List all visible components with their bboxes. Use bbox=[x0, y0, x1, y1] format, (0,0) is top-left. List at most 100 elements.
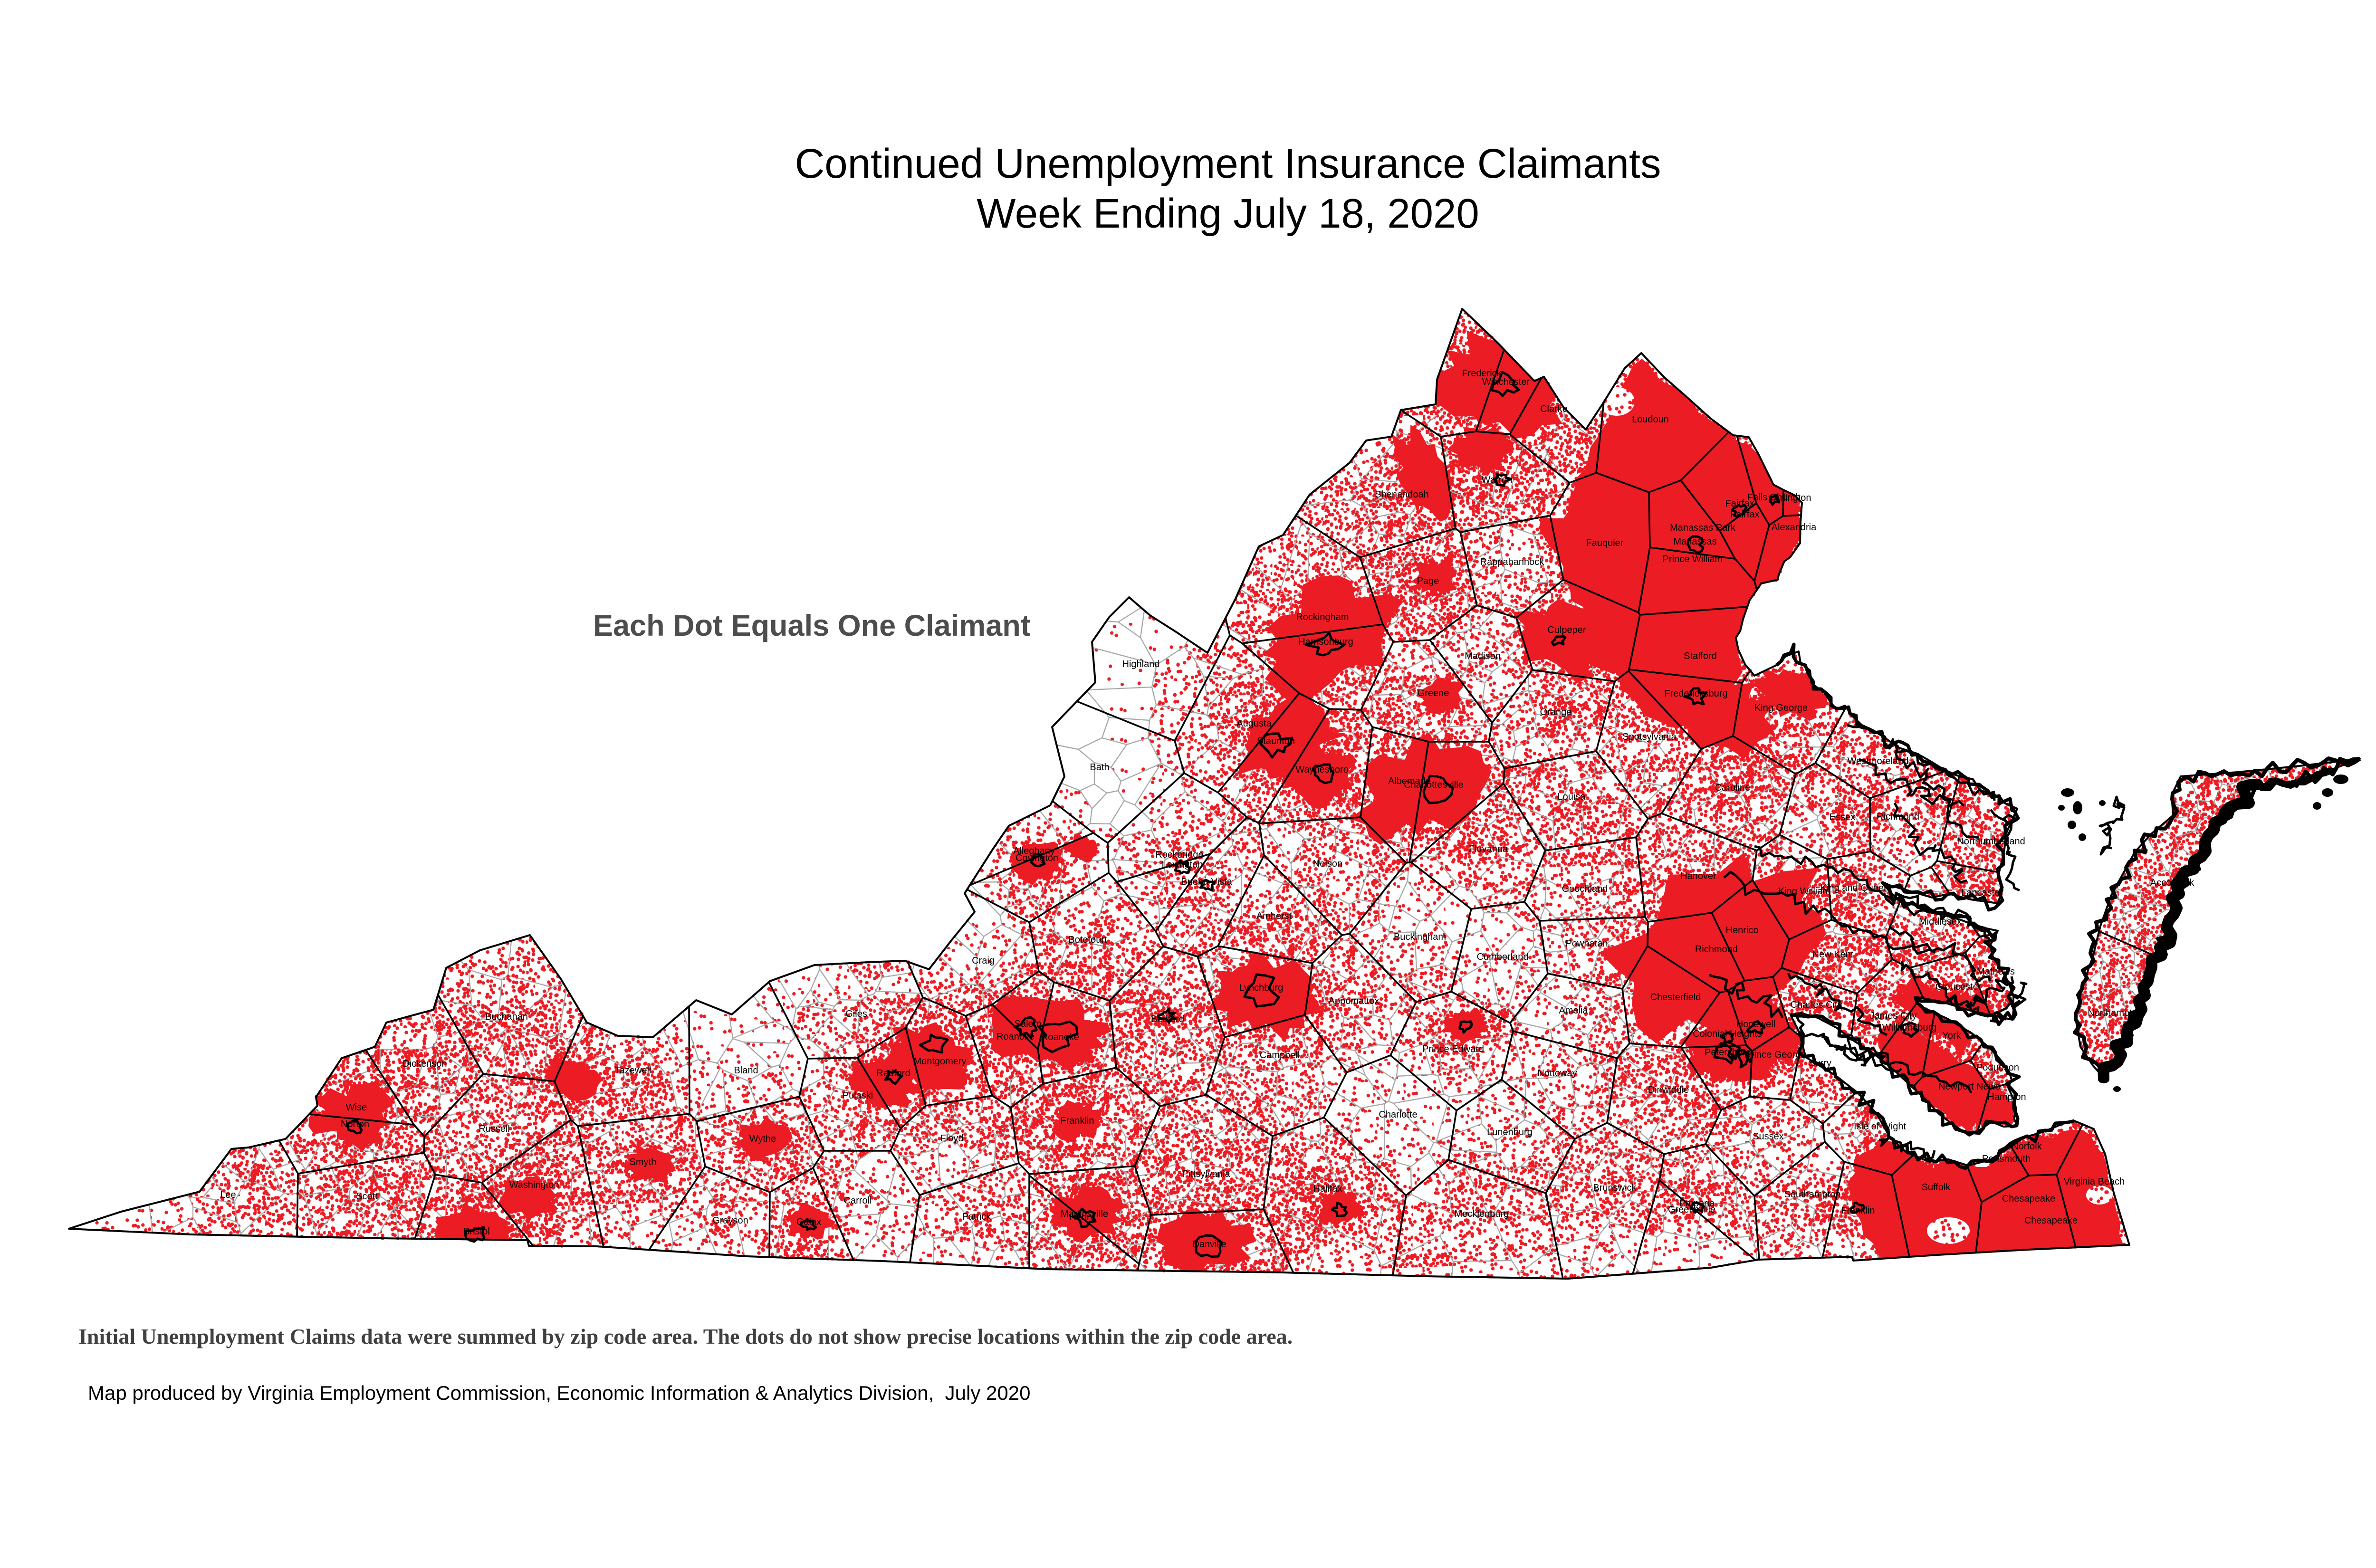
svg-text:Campbell: Campbell bbox=[1260, 1050, 1300, 1061]
svg-text:Halifax: Halifax bbox=[1313, 1184, 1342, 1194]
svg-text:Pittsylvania: Pittsylvania bbox=[1182, 1169, 1230, 1179]
svg-text:Loudoun: Loudoun bbox=[1632, 414, 1669, 425]
svg-text:Roanoke: Roanoke bbox=[996, 1032, 1035, 1042]
svg-text:Page: Page bbox=[1417, 576, 1439, 586]
svg-text:Hanover: Hanover bbox=[1680, 871, 1716, 881]
svg-text:Bristol: Bristol bbox=[463, 1226, 490, 1237]
svg-text:Wythe: Wythe bbox=[749, 1134, 776, 1144]
svg-text:Chesterfield: Chesterfield bbox=[1650, 992, 1701, 1003]
svg-text:Alleghany: Alleghany bbox=[1013, 846, 1055, 856]
svg-text:Fluvanna: Fluvanna bbox=[1469, 844, 1508, 854]
svg-text:Alexandria: Alexandria bbox=[1772, 522, 1817, 533]
svg-text:Augusta: Augusta bbox=[1236, 718, 1272, 729]
svg-text:Prince George: Prince George bbox=[1745, 1050, 1806, 1060]
svg-text:Clarke: Clarke bbox=[1540, 404, 1568, 414]
svg-text:Radford: Radford bbox=[876, 1068, 910, 1079]
svg-text:Tazewell: Tazewell bbox=[615, 1065, 651, 1076]
svg-text:Norfolk: Norfolk bbox=[2012, 1141, 2042, 1152]
svg-text:Fairfax: Fairfax bbox=[1730, 509, 1759, 520]
svg-text:Virginia Beach: Virginia Beach bbox=[2064, 1176, 2125, 1187]
svg-text:Dickenson: Dickenson bbox=[402, 1059, 447, 1069]
svg-text:Spotsylvania: Spotsylvania bbox=[1622, 732, 1677, 742]
svg-text:Harrisonburg: Harrisonburg bbox=[1298, 637, 1353, 647]
svg-text:Warren: Warren bbox=[1482, 475, 1513, 485]
svg-text:Greensville: Greensville bbox=[1668, 1205, 1715, 1215]
svg-text:Charlottesville: Charlottesville bbox=[1404, 780, 1464, 790]
svg-text:Greene: Greene bbox=[1418, 688, 1449, 698]
svg-text:Rappahannock: Rappahannock bbox=[1480, 557, 1545, 567]
svg-text:Bedford: Bedford bbox=[1151, 1014, 1184, 1024]
svg-text:Roanoke: Roanoke bbox=[1041, 1032, 1079, 1042]
svg-text:Waynesboro: Waynesboro bbox=[1295, 765, 1349, 775]
svg-text:King William: King William bbox=[1778, 886, 1830, 897]
svg-text:Winchester: Winchester bbox=[1482, 377, 1530, 387]
svg-text:Montgomery: Montgomery bbox=[913, 1056, 966, 1067]
svg-text:Essex: Essex bbox=[1830, 812, 1855, 822]
svg-text:Hampton: Hampton bbox=[1987, 1092, 2026, 1102]
svg-text:Chesapeake: Chesapeake bbox=[2024, 1215, 2078, 1226]
svg-text:Martinsville: Martinsville bbox=[1061, 1209, 1108, 1219]
svg-text:Arlington: Arlington bbox=[1774, 493, 1811, 503]
svg-text:Albemarle: Albemarle bbox=[1388, 776, 1431, 786]
svg-text:Appomattox: Appomattox bbox=[1329, 996, 1380, 1006]
svg-text:Fredericksburg: Fredericksburg bbox=[1664, 688, 1727, 699]
svg-text:Northampton: Northampton bbox=[2088, 1008, 2143, 1018]
svg-text:Amherst: Amherst bbox=[1256, 911, 1292, 921]
svg-text:Westmoreland: Westmoreland bbox=[1848, 756, 1909, 766]
svg-text:Powhatan: Powhatan bbox=[1566, 938, 1608, 949]
svg-text:Fairfax: Fairfax bbox=[1725, 498, 1754, 509]
svg-text:King and Queen: King and Queen bbox=[1820, 883, 1889, 893]
svg-text:Colonial Heights: Colonial Heights bbox=[1693, 1029, 1762, 1039]
svg-text:Suffolk: Suffolk bbox=[1922, 1182, 1951, 1193]
svg-text:Stafford: Stafford bbox=[1684, 651, 1717, 661]
svg-text:Highland: Highland bbox=[1122, 659, 1160, 669]
svg-text:Sussex: Sussex bbox=[1753, 1131, 1784, 1142]
svg-text:Amelia: Amelia bbox=[1559, 1005, 1588, 1016]
svg-text:New Kent: New Kent bbox=[1812, 949, 1854, 960]
svg-text:Russell: Russell bbox=[479, 1124, 510, 1134]
svg-text:James City: James City bbox=[1870, 1011, 1917, 1021]
svg-text:Salem: Salem bbox=[1015, 1019, 1042, 1029]
svg-text:King George: King George bbox=[1754, 703, 1808, 713]
svg-text:York: York bbox=[1942, 1031, 1961, 1041]
svg-text:Buckingham: Buckingham bbox=[1394, 932, 1446, 942]
svg-text:Charles City: Charles City bbox=[1791, 1000, 1842, 1010]
svg-text:Portsmouth: Portsmouth bbox=[1982, 1154, 2031, 1164]
svg-text:Falls Church: Falls Church bbox=[1747, 492, 1801, 503]
svg-text:Richmond: Richmond bbox=[1877, 812, 1919, 822]
svg-text:Cumberland: Cumberland bbox=[1477, 952, 1529, 962]
svg-text:Floyd: Floyd bbox=[940, 1133, 964, 1144]
svg-text:Washington: Washington bbox=[509, 1180, 559, 1190]
svg-text:Lunenburg: Lunenburg bbox=[1487, 1127, 1533, 1138]
svg-text:Prince Edward: Prince Edward bbox=[1422, 1044, 1484, 1054]
svg-text:Middlesex: Middlesex bbox=[1919, 917, 1962, 927]
svg-text:Nelson: Nelson bbox=[1313, 859, 1342, 869]
svg-text:Botetourt: Botetourt bbox=[1068, 935, 1107, 945]
svg-text:Lexington: Lexington bbox=[1162, 860, 1203, 870]
svg-text:Buena Vista: Buena Vista bbox=[1181, 877, 1232, 887]
svg-text:Chesapeake: Chesapeake bbox=[2002, 1194, 2055, 1204]
svg-text:Mathews: Mathews bbox=[1977, 966, 2015, 977]
svg-text:Grayson: Grayson bbox=[712, 1215, 748, 1226]
svg-text:Brunswick: Brunswick bbox=[1593, 1183, 1637, 1193]
svg-text:Pulaski: Pulaski bbox=[843, 1090, 873, 1101]
svg-text:Orange: Orange bbox=[1540, 707, 1572, 717]
svg-text:Covington: Covington bbox=[1016, 853, 1058, 863]
svg-text:Goochland: Goochland bbox=[1562, 884, 1608, 894]
svg-text:Dinwiddie: Dinwiddie bbox=[1648, 1085, 1689, 1095]
svg-text:Galax: Galax bbox=[796, 1217, 821, 1227]
svg-text:Prince William: Prince William bbox=[1663, 554, 1723, 564]
svg-text:Danville: Danville bbox=[1192, 1239, 1226, 1250]
svg-text:Norton: Norton bbox=[341, 1119, 369, 1129]
svg-text:Newport News: Newport News bbox=[1938, 1081, 2000, 1092]
svg-text:Northumberland: Northumberland bbox=[1957, 836, 2025, 847]
svg-text:Caroline: Caroline bbox=[1715, 783, 1750, 793]
svg-text:Giles: Giles bbox=[845, 1009, 867, 1019]
svg-text:Rockingham: Rockingham bbox=[1296, 612, 1349, 622]
svg-text:Lynchburg: Lynchburg bbox=[1239, 983, 1284, 993]
svg-text:Charlotte: Charlotte bbox=[1379, 1109, 1417, 1120]
svg-text:Manassas Park: Manassas Park bbox=[1670, 523, 1736, 533]
svg-text:Gloucester: Gloucester bbox=[1935, 982, 1982, 992]
svg-text:Madison: Madison bbox=[1465, 651, 1501, 661]
svg-text:Smyth: Smyth bbox=[630, 1157, 657, 1167]
